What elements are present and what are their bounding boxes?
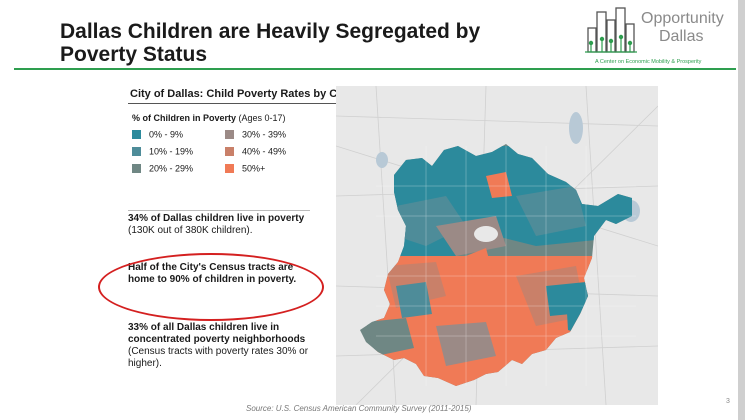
legend-swatch (225, 164, 234, 174)
legend-label: 40% - 49% (242, 146, 287, 157)
legend-item: 20% - 29% (132, 163, 193, 174)
logo-name-line2: Dallas (659, 28, 704, 45)
slide-title: Dallas Children are Heavily Segregated b… (60, 20, 481, 66)
stat1-bold: 34% of Dallas children live in poverty (128, 213, 305, 224)
legend-label: 10% - 19% (149, 146, 194, 157)
legend-label: 0% - 9% (149, 129, 184, 140)
legend-item: 10% - 19% (132, 146, 193, 157)
poverty-map (336, 86, 658, 405)
legend-label: 20% - 29% (149, 163, 194, 174)
window-edge (738, 0, 745, 420)
highlight-ellipse (98, 253, 324, 321)
legend-title-subtitle: (Ages 0-17) (238, 113, 286, 123)
legend-label: 50%+ (242, 163, 266, 174)
map-title: City of Dallas: Child Poverty Rates by C… (130, 88, 399, 100)
legend-swatch (225, 130, 234, 140)
stat3-detail: (Census tracts with poverty rates 30% or… (128, 346, 309, 369)
legend-swatch (225, 147, 234, 157)
page-number: 3 (726, 398, 730, 405)
logo-tagline: A Center on Economic Mobility & Prosperi… (595, 59, 702, 65)
legend-title: % of Children in Poverty (Ages 0-17) (132, 113, 286, 123)
legend-swatch (132, 164, 141, 174)
city-skyline-icon (585, 7, 637, 53)
legend-swatch (132, 147, 141, 157)
legend-item: 0% - 9% (132, 129, 183, 140)
stat-concentrated-poverty: 33% of all Dallas children live in conce… (128, 322, 316, 370)
legend-item: 40% - 49% (225, 146, 286, 157)
legend-item: 30% - 39% (225, 129, 286, 140)
source-note: Source: U.S. Census American Community S… (246, 404, 472, 413)
legend-divider (128, 210, 310, 211)
legend-title-main: % of Children in Poverty (132, 113, 237, 123)
stat1-detail: (130K out of 380K children). (128, 225, 253, 236)
logo-name-line1: Opportunity (641, 10, 724, 27)
legend-item: 50%+ (225, 163, 265, 174)
legend-label: 30% - 39% (242, 129, 287, 140)
stat3-bold: 33% of all Dallas children live in conce… (128, 322, 306, 345)
legend-swatch (132, 130, 141, 140)
stat-child-poverty-share: 34% of Dallas children live in poverty (… (128, 213, 316, 237)
logo: Opportunity Dallas A Center on Economic … (585, 6, 735, 68)
title-underline (14, 68, 736, 70)
